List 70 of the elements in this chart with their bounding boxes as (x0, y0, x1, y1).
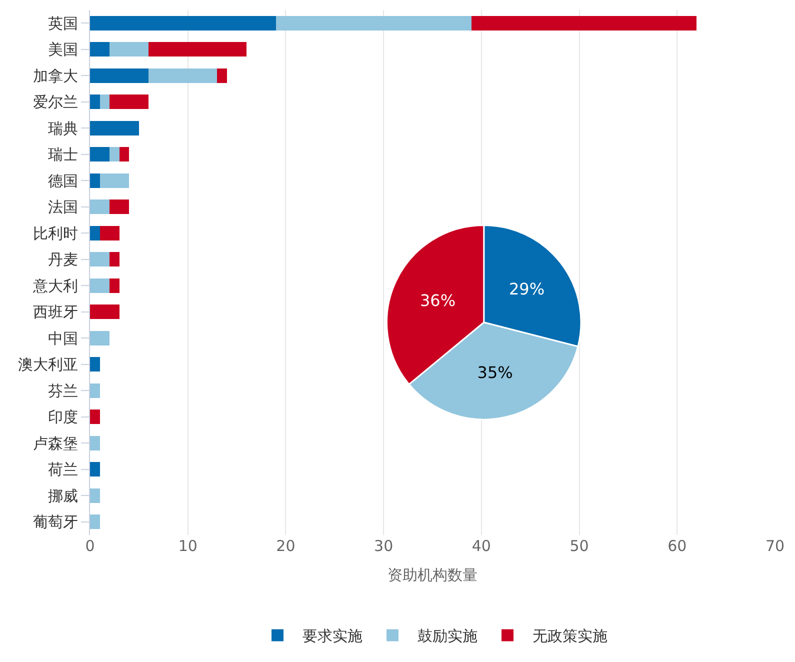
bar (148, 42, 247, 57)
bar (110, 252, 120, 267)
x-axis-title: 资助机构数量 (388, 566, 478, 584)
y-tick-label: 意大利 (32, 276, 78, 295)
bar (100, 173, 130, 188)
y-tick-label: 瑞士 (48, 146, 78, 164)
x-tick-label: 70 (765, 537, 785, 555)
bar (90, 514, 100, 530)
bar (110, 147, 120, 162)
y-tick-label: 瑞典 (48, 119, 78, 138)
y-tick-label: 澳大利亚 (18, 356, 78, 374)
bar (119, 147, 130, 162)
bar (90, 357, 100, 372)
bar (100, 226, 120, 240)
y-tick-label: 葡萄牙 (33, 513, 78, 532)
bar (90, 436, 100, 450)
bar (90, 278, 110, 293)
bar (90, 488, 100, 503)
y-tick-label: 丹麦 (48, 250, 78, 269)
y-tick-label: 挪威 (48, 486, 78, 505)
x-tick-label: 20 (276, 537, 296, 555)
y-tick-label: 比利时 (33, 224, 78, 242)
bar (276, 16, 472, 30)
bar (90, 120, 139, 136)
x-tick-label: 0 (85, 537, 95, 555)
y-tick-label: 芬兰 (48, 382, 78, 400)
x-tick-label: 40 (472, 537, 491, 555)
y-tick-label: 德国 (48, 172, 78, 190)
y-tick-label: 印度 (48, 408, 78, 426)
y-tick-label: 荷兰 (48, 460, 78, 479)
data-label: 29% (508, 280, 545, 299)
bar (90, 42, 110, 57)
y-tick-label: 西班牙 (33, 303, 78, 322)
bar (110, 200, 130, 214)
bar (90, 173, 100, 188)
bar (110, 278, 120, 293)
bar (90, 252, 110, 267)
bar (90, 410, 100, 424)
legend-label: 无政策实施 (532, 627, 608, 646)
data-label: 35% (477, 363, 513, 382)
bar (100, 94, 110, 110)
bar (90, 200, 110, 214)
bar (90, 16, 276, 30)
bar (472, 16, 697, 30)
y-tick-label: 爱尔兰 (33, 93, 78, 112)
y-tick-label: 美国 (48, 40, 78, 59)
x-tick-label: 30 (374, 537, 394, 555)
bar (90, 68, 149, 83)
y-tick-label: 加拿大 (33, 66, 78, 85)
data-label: 36% (420, 291, 456, 310)
bar (90, 304, 120, 320)
bar (90, 147, 110, 162)
x-tick-label: 60 (668, 537, 687, 555)
y-tick-label: 卢森堡 (33, 434, 78, 452)
bar (148, 68, 218, 83)
bar (90, 383, 100, 398)
bar (90, 94, 100, 110)
bar (217, 68, 227, 83)
x-tick-label: 10 (178, 537, 198, 555)
y-tick-label: 法国 (48, 198, 78, 216)
legend-label: 鼓励实施 (418, 627, 478, 646)
bar (110, 94, 149, 110)
y-tick-label: 英国 (48, 14, 78, 32)
bar (90, 226, 100, 240)
legend-label: 要求实施 (302, 627, 362, 646)
x-tick-label: 50 (570, 537, 589, 555)
bar (90, 462, 100, 477)
y-tick-label: 中国 (48, 329, 78, 348)
bar (110, 42, 149, 57)
bar (90, 330, 110, 346)
